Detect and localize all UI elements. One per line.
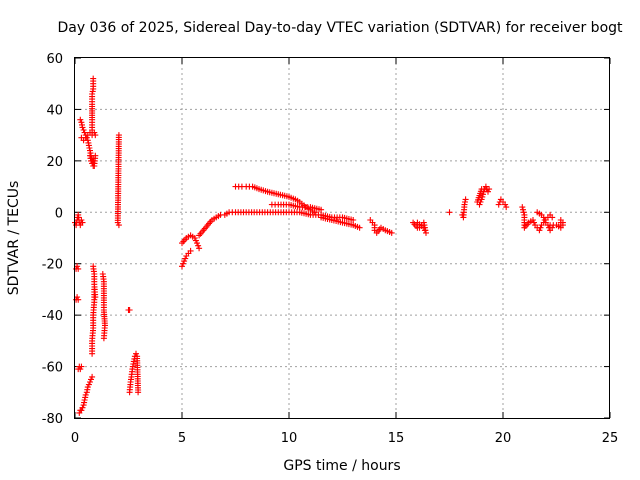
- data-point: [78, 119, 85, 126]
- data-point: [462, 199, 468, 205]
- data-point: [187, 247, 194, 254]
- y-axis-label: SDTVAR / TECUs: [6, 181, 22, 296]
- data-point: [78, 407, 85, 414]
- data-point: [191, 235, 198, 241]
- data-point: [135, 389, 142, 396]
- data-point: [479, 193, 486, 200]
- data-point: [350, 217, 357, 223]
- data-point: [195, 242, 202, 249]
- data-point: [541, 217, 548, 223]
- data-point: [87, 379, 93, 385]
- data-point: [495, 201, 502, 208]
- data-point: [388, 229, 395, 236]
- data-point: [133, 350, 139, 357]
- data-point: [80, 127, 87, 133]
- data-point: [520, 209, 527, 216]
- data-point: [462, 196, 469, 203]
- y-tick-label: -40: [42, 309, 63, 324]
- data-point: [414, 219, 421, 226]
- data-point: [79, 404, 86, 411]
- x-tick-label: 5: [178, 431, 186, 446]
- data-point: [74, 263, 81, 270]
- data-point: [86, 145, 93, 151]
- y-tick-label: -20: [42, 258, 63, 273]
- data-point: [423, 229, 429, 236]
- plot-frame: [74, 57, 610, 419]
- data-point: [540, 214, 547, 221]
- data-point: [356, 224, 363, 231]
- data-point: [89, 373, 96, 380]
- chart-title: Day 036 of 2025, Sidereal Day-to-day VTE…: [57, 20, 623, 36]
- x-tick-label: 0: [71, 431, 79, 446]
- data-point: [537, 224, 544, 231]
- data-point: [549, 214, 556, 221]
- data-point: [81, 397, 88, 403]
- data-point: [196, 245, 203, 252]
- data-point: [100, 335, 107, 342]
- x-tick-label: 25: [602, 431, 619, 446]
- data-point: [75, 265, 82, 272]
- data-point: [89, 91, 96, 97]
- data-point: [126, 307, 133, 313]
- x-tick-label: 15: [388, 431, 405, 446]
- data-point: [79, 219, 86, 226]
- data-point: [78, 363, 85, 370]
- data-point: [92, 152, 99, 159]
- data-point: [485, 188, 491, 195]
- x-tick-label: 10: [281, 431, 298, 446]
- data-point: [92, 132, 99, 139]
- y-tick-label: 20: [46, 155, 63, 170]
- grid: [75, 58, 610, 418]
- y-tick-label: 60: [46, 52, 63, 67]
- data-point: [115, 222, 122, 229]
- y-tick-label: 40: [46, 103, 63, 118]
- data-point: [90, 75, 97, 82]
- data-point: [92, 294, 99, 301]
- data-point: [79, 124, 86, 131]
- data-point: [559, 222, 566, 229]
- y-tick-label: 0: [55, 206, 63, 221]
- data-point: [78, 217, 85, 223]
- data-point: [474, 199, 481, 205]
- data-point: [446, 209, 453, 216]
- data-point: [74, 294, 81, 301]
- data-point: [85, 381, 92, 388]
- data-point: [520, 206, 526, 213]
- data-point: [194, 240, 200, 247]
- data-point: [318, 206, 325, 213]
- data-point: [75, 296, 82, 303]
- data-point: [179, 263, 185, 270]
- x-tick-label: 20: [495, 431, 512, 446]
- data-point: [503, 204, 510, 211]
- data-points: [72, 75, 566, 416]
- x-axis-label: GPS time / hours: [283, 458, 400, 474]
- data-point: [180, 260, 187, 267]
- data-point: [82, 391, 89, 398]
- data-point: [421, 227, 428, 234]
- data-point: [536, 227, 543, 234]
- data-point: [519, 204, 526, 211]
- data-point: [530, 217, 536, 223]
- y-tick-label: -80: [42, 412, 63, 427]
- data-point: [77, 116, 84, 123]
- y-tick-label: -60: [42, 361, 63, 376]
- data-point: [182, 255, 189, 262]
